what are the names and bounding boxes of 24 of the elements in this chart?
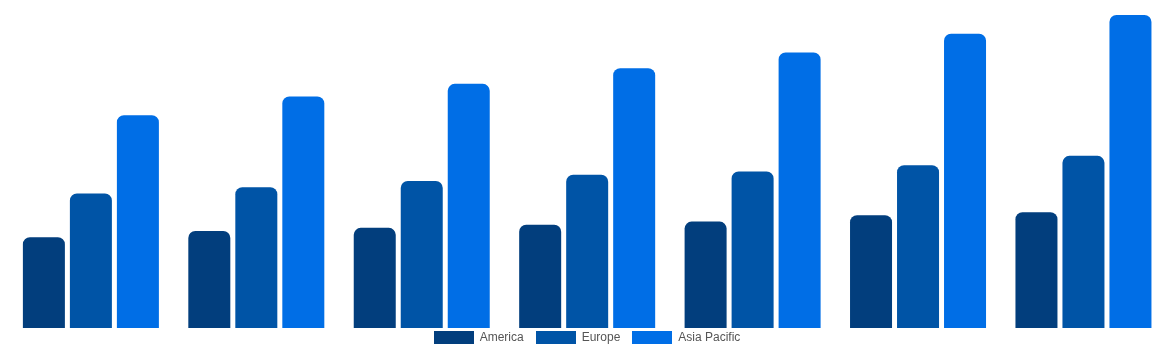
bar (447, 83, 490, 328)
bar (684, 221, 727, 328)
bar (22, 237, 65, 328)
bar (1109, 15, 1152, 328)
bar (897, 165, 940, 328)
bar (850, 215, 893, 328)
bar (944, 33, 987, 328)
bar (69, 193, 112, 328)
bar (731, 171, 774, 328)
bar (1015, 212, 1058, 328)
bar (778, 52, 821, 328)
bar (613, 68, 656, 328)
legend-label: Asia Pacific (678, 330, 741, 344)
bar (282, 96, 325, 328)
legend-label: America (479, 330, 524, 344)
bar (1062, 155, 1105, 328)
bar (519, 224, 562, 328)
bar (400, 180, 443, 328)
bar (353, 227, 396, 328)
bar (188, 230, 231, 328)
bar (566, 174, 609, 328)
legend-label: Europe (581, 330, 621, 344)
bar (235, 187, 278, 328)
bar (116, 115, 159, 328)
